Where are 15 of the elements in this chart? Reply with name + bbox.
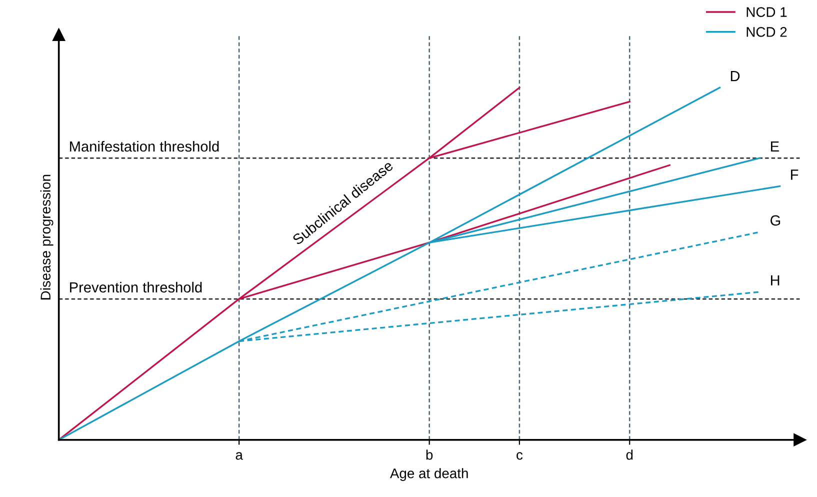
legend-label: NCD 2 bbox=[746, 27, 787, 37]
x-tick-label: c bbox=[516, 452, 523, 460]
x-axis-title: Age at death bbox=[390, 468, 468, 482]
x-tick-label: d bbox=[626, 450, 633, 460]
ref-line-label: Manifestation threshold bbox=[70, 140, 219, 152]
series-label: G bbox=[770, 215, 780, 226]
y-axis-title: Disease progression bbox=[40, 174, 54, 300]
x-tick-label: a bbox=[236, 452, 243, 460]
series-label: E bbox=[771, 141, 779, 152]
text: D bbox=[730, 71, 740, 82]
legend-label: NCD 1 bbox=[746, 7, 787, 17]
ref-line-label: Prevention threshold bbox=[70, 282, 202, 293]
x-tick-label: b bbox=[426, 450, 433, 460]
series-label: F bbox=[791, 170, 798, 180]
series-label: H bbox=[771, 275, 780, 286]
